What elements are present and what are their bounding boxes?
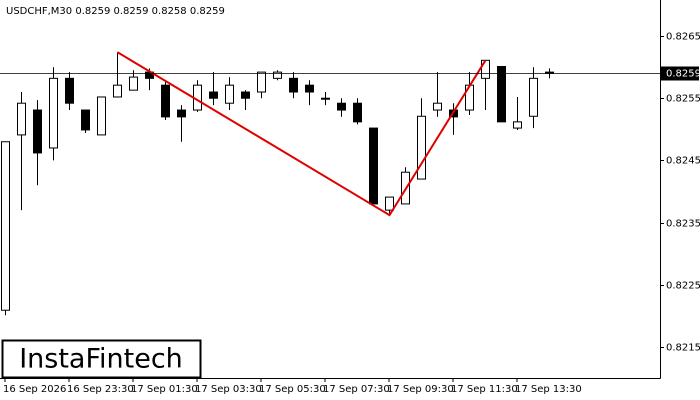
current-price-box: [661, 66, 699, 81]
x-tick-label: 17 Sep 07:30: [323, 384, 390, 395]
candle-body: [209, 91, 218, 99]
candle-body: [113, 84, 122, 98]
x-tick-label: 17 Sep 09:30: [387, 384, 454, 395]
x-tick-label: 16 Sep 2026: [3, 384, 66, 395]
candle-body: [177, 109, 186, 118]
chart-title: USDCHF,M30 0.8259 0.8259 0.8258 0.8259: [6, 6, 225, 17]
candle-body: [225, 84, 234, 104]
candle-body: [97, 96, 106, 136]
logo: InstaFintech: [19, 344, 183, 375]
y-tick-label: 0.8245: [666, 156, 700, 167]
candle-body: [17, 102, 26, 136]
candle-body: [513, 121, 522, 129]
x-tick-label: 17 Sep 05:30: [259, 384, 326, 395]
x-tick-label: 17 Sep 11:30: [451, 384, 518, 395]
candle-body: [433, 102, 442, 111]
candle-body: [305, 84, 314, 93]
candle-body: [129, 76, 138, 91]
x-tick-label: 17 Sep 13:30: [515, 384, 582, 395]
candle-body: [385, 196, 394, 211]
candle-body: [33, 109, 42, 154]
candle-body: [49, 77, 58, 149]
candle-body: [81, 109, 90, 131]
candle-body: [337, 102, 346, 111]
y-tick-label: 0.8225: [666, 281, 700, 292]
candle-body: [289, 77, 298, 93]
logo-box: [1, 339, 202, 379]
y-tick-label: 0.8235: [666, 219, 700, 230]
candle-body: [1, 141, 10, 311]
candle-body: [257, 71, 266, 93]
y-tick-label: 0.8265: [666, 32, 700, 43]
candle-body: [273, 71, 282, 79]
candle-body: [369, 127, 378, 205]
x-tick-label: 16 Sep 23:30: [67, 384, 134, 395]
candle-body: [529, 77, 538, 117]
y-tick-label: 0.8215: [666, 343, 700, 354]
candle-body: [321, 97, 330, 100]
current-price-label: 0.8259: [666, 69, 700, 80]
x-tick-label: 17 Sep 03:30: [195, 384, 262, 395]
candle-body: [241, 91, 250, 99]
y-tick-label: 0.8255: [666, 94, 700, 105]
candle-body: [353, 102, 362, 123]
candle-body: [161, 84, 170, 118]
x-tick-label: 17 Sep 01:30: [131, 384, 198, 395]
pattern-line: [116, 51, 487, 217]
candle-body: [497, 66, 506, 123]
candle-body: [65, 77, 74, 104]
candle-body: [417, 115, 426, 180]
